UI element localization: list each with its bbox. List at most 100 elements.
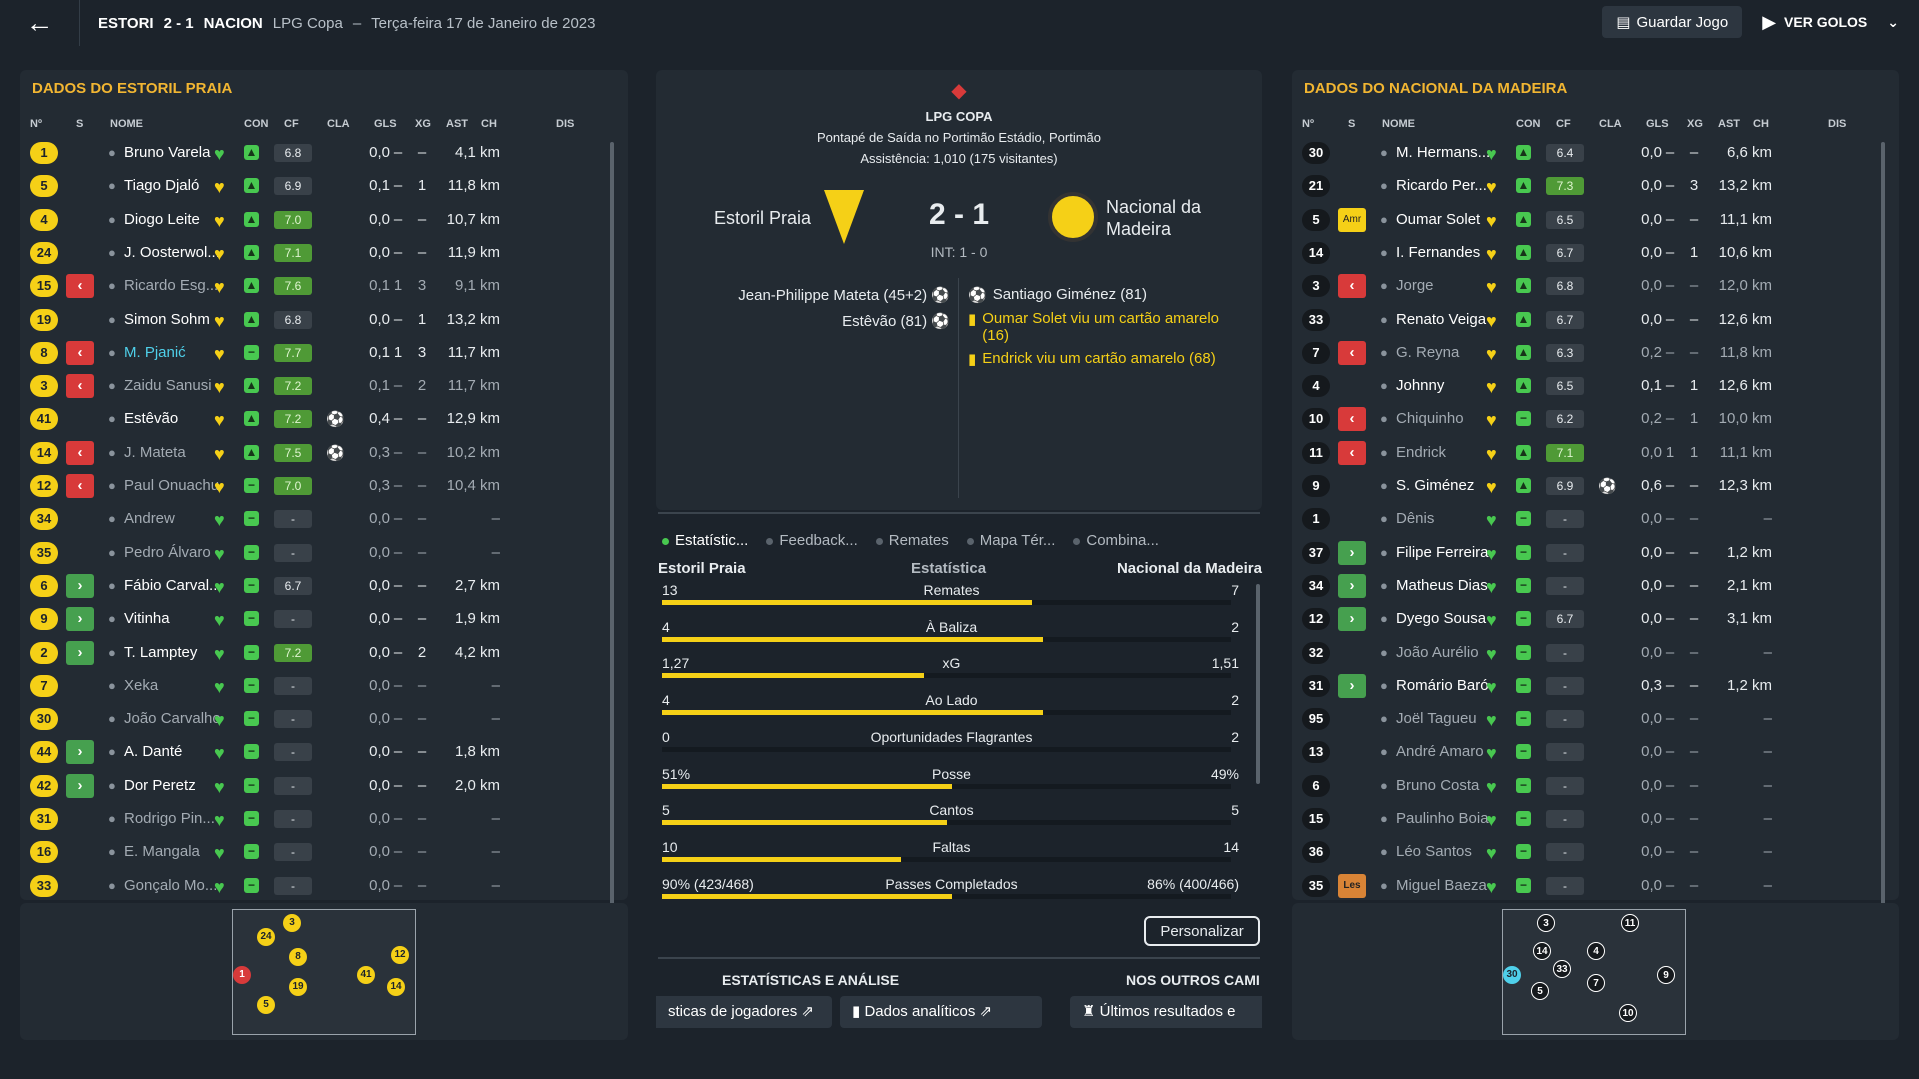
player-name[interactable]: Bruno Costa (1396, 776, 1480, 794)
table-row[interactable]: 15 ‹ ● Ricardo Esg... ♥ ▲ 7.6 0,1 1 3 9,1 km (28, 273, 620, 300)
player-name[interactable]: André Amaro (1396, 743, 1484, 761)
formation-player[interactable]: 3 (1537, 914, 1555, 932)
table-row[interactable]: 30 ● M. Hermans... ♥ ▲ 6.4 0,0– –6,6 km (1300, 140, 1891, 167)
formation-player[interactable]: 10 (1619, 1004, 1637, 1022)
away-player-list[interactable]: 30 ● M. Hermans... ♥ ▲ 6.4 0,0– –6,6 km 21 ● Ricar… (1300, 140, 1891, 950)
col-gls[interactable]: GLS (1646, 118, 1669, 130)
player-name[interactable]: Ricardo Esg... (124, 277, 219, 295)
table-row[interactable]: 14 ‹ ● J. Mateta ♥ ▲ 7.5 ⚽ 0,3– –10,2 km (28, 440, 620, 467)
col-ch[interactable]: CH (481, 118, 497, 130)
player-name[interactable]: Andrew (124, 510, 175, 528)
player-name[interactable]: E. Mangala (124, 843, 200, 861)
table-row[interactable]: 7 ‹ ● G. Reyna ♥ ▲ 6.3 0,2– –11,8 km (1300, 340, 1891, 367)
formation-player[interactable]: 8 (289, 948, 307, 966)
player-name[interactable]: Chiquinho (1396, 410, 1464, 428)
player-name[interactable]: Dyego Sousa (1396, 610, 1487, 628)
player-name[interactable]: Miguel Baeza (1396, 876, 1487, 894)
table-row[interactable]: 19 ● Simon Sohm ♥ ▲ 6.8 0,0–1 13,2 km (28, 307, 620, 334)
table-row[interactable]: 5 Amr ● Oumar Solet ♥ ▲ 6.5 0,0– –11,1 km (1300, 207, 1891, 234)
formation-player[interactable]: 19 (289, 978, 307, 996)
table-row[interactable]: 33 ● Renato Veiga ♥ ▲ 6.7 0,0– –12,6 km (1300, 307, 1891, 334)
col-dis[interactable]: DIS (1828, 118, 1847, 130)
table-row[interactable]: 12 ‹ ● Paul Onuachu ♥ −7.0 0,3– –10,4 km (28, 473, 620, 500)
col-name[interactable]: NOME (110, 118, 143, 130)
table-row[interactable]: 31 ● Rodrigo Pin... ♥ − -0,0– – – (28, 806, 620, 833)
col-con[interactable]: CON (1516, 118, 1541, 130)
formation-player[interactable]: 7 (1587, 974, 1605, 992)
table-row[interactable]: 24 ● J. Oosterwol... ♥ ▲ 7.1 0,0– –11,9 km (28, 240, 620, 267)
away-badge-icon[interactable] (1048, 192, 1098, 242)
away-formation-pitch[interactable]: 30 3 14 33 5 4 7 11 9 10 (1502, 909, 1686, 1035)
col-dis[interactable]: DIS (556, 118, 575, 130)
table-row[interactable]: 6 ● Bruno Costa ♥ − -0,0– – – (1300, 773, 1891, 800)
col-name[interactable]: NOME (1382, 118, 1415, 130)
table-row[interactable]: 95 ● Joël Tagueu ♥ − -0,0– – – (1300, 706, 1891, 733)
player-name[interactable]: Pedro Álvaro (124, 543, 211, 561)
player-stats-link[interactable]: sticas de jogadores ⇗ (656, 996, 832, 1028)
formation-player[interactable]: 12 (391, 946, 409, 964)
player-name[interactable]: Estêvão (124, 410, 179, 428)
table-row[interactable]: 21 ● Ricardo Per... ♥ ▲ 7.3 0,0–3 13,2 km (1300, 173, 1891, 200)
player-name[interactable]: Renato Veiga (1396, 310, 1487, 328)
formation-player[interactable]: 1 (233, 966, 251, 984)
col-no[interactable]: Nº (1302, 118, 1314, 130)
player-name[interactable]: Johnny (1396, 377, 1445, 395)
table-row[interactable]: 6 › ● Fábio Carval... ♥ −6.7 0,0– –2,7 km (28, 573, 620, 600)
formation-player[interactable]: 33 (1553, 960, 1571, 978)
formation-player[interactable]: 11 (1621, 914, 1639, 932)
table-row[interactable]: 35 Les ● Miguel Baeza ♥ − -0,0– – – (1300, 873, 1891, 900)
home-team-name[interactable]: Estoril Praia (714, 208, 812, 228)
col-ast[interactable]: AST (1718, 118, 1740, 130)
player-name[interactable]: Endrick (1396, 443, 1447, 461)
player-name[interactable]: Paul Onuachu (124, 477, 220, 494)
table-row[interactable]: 9 ● S. Giménez ♥ ▲ 6.9 ⚽ 0,6– –12,3 km (1300, 473, 1891, 500)
player-name[interactable]: M. Pjanić (124, 343, 186, 361)
table-row[interactable]: 1 ● Bruno Varela ♥ ▲ 6.8 0,0– –4,1 km (28, 140, 620, 167)
col-cla[interactable]: CLA (327, 118, 350, 130)
table-row[interactable]: 41 ● Estêvão ♥ ▲ 7.2 ⚽ 0,4– –12,9 km (28, 406, 620, 433)
table-row[interactable]: 32 ● João Aurélio ♥ − -0,0– – – (1300, 640, 1891, 667)
tab-2[interactable]: Remates (875, 532, 949, 549)
player-name[interactable]: Joël Tagueu (1396, 710, 1477, 728)
formation-player[interactable]: 3 (283, 914, 301, 932)
table-row[interactable]: 36 ● Léo Santos ♥ − -0,0– – – (1300, 839, 1891, 866)
player-name[interactable]: Tiago Djaló (124, 177, 200, 195)
table-row[interactable]: 12 › ● Dyego Sousa ♥ −6.7 0,0– –3,1 km (1300, 606, 1891, 633)
table-row[interactable]: 44 › ● A. Danté ♥ − -0,0– –1,8 km (28, 739, 620, 766)
col-cla[interactable]: CLA (1599, 118, 1622, 130)
status-badge[interactable]: Amr (1338, 207, 1366, 232)
player-name[interactable]: S. Giménez (1396, 477, 1475, 494)
tab-0[interactable]: Estatístic... (662, 532, 748, 549)
player-name[interactable]: Matheus Dias (1396, 576, 1488, 594)
table-row[interactable]: 3 ‹ ● Jorge ♥ ▲ 6.8 0,0– –12,0 km (1300, 273, 1891, 300)
player-name[interactable]: G. Reyna (1396, 343, 1460, 361)
formation-player[interactable]: 5 (1531, 982, 1549, 1000)
player-name[interactable]: João Aurélio (1396, 643, 1479, 661)
tab-4[interactable]: Combina... (1073, 532, 1159, 549)
table-row[interactable]: 9 › ● Vitinha ♥ − -0,0– –1,9 km (28, 606, 620, 633)
tab-1[interactable]: Feedback... (766, 532, 858, 549)
table-row[interactable]: 10 ‹ ● Chiquinho ♥ −6.2 0,2–1 10,0 km (1300, 406, 1891, 433)
table-row[interactable]: 33 ● Gonçalo Mo... ♥ − -0,0– – – (28, 873, 620, 900)
player-name[interactable]: João Carvalho (124, 710, 221, 728)
table-row[interactable]: 16 ● E. Mangala ♥ − -0,0– – – (28, 839, 620, 866)
formation-player[interactable]: 9 (1657, 966, 1675, 984)
away-team-name[interactable]: Nacional da Madeira (1106, 197, 1202, 239)
home-formation-pitch[interactable]: 1 24 3 8 19 5 41 12 14 (232, 909, 416, 1035)
col-ch[interactable]: CH (1753, 118, 1769, 130)
home-badge-icon[interactable] (824, 190, 864, 244)
player-name[interactable]: Xeka (124, 676, 159, 694)
table-row[interactable]: 5 ● Tiago Djaló ♥ ▲ 6.9 0,1–1 11,8 km (28, 173, 620, 200)
stats-scrollbar[interactable] (1256, 584, 1260, 784)
player-name[interactable]: Fábio Carval... (124, 576, 222, 594)
player-name[interactable]: T. Lamptey (124, 643, 198, 661)
home-player-list[interactable]: 1 ● Bruno Varela ♥ ▲ 6.8 0,0– –4,1 km 5 ● Tiago Dj… (28, 140, 620, 950)
table-row[interactable]: 35 ● Pedro Álvaro ♥ − -0,0– – – (28, 540, 620, 567)
player-name[interactable]: Paulinho Boia (1396, 810, 1489, 827)
home-scrollbar[interactable] (610, 142, 614, 942)
player-name[interactable]: Dênis (1396, 510, 1435, 528)
player-name[interactable]: Ricardo Per... (1396, 177, 1487, 195)
away-scrollbar[interactable] (1881, 142, 1885, 942)
col-cf[interactable]: CF (284, 118, 299, 130)
formation-player[interactable]: 14 (387, 978, 405, 996)
